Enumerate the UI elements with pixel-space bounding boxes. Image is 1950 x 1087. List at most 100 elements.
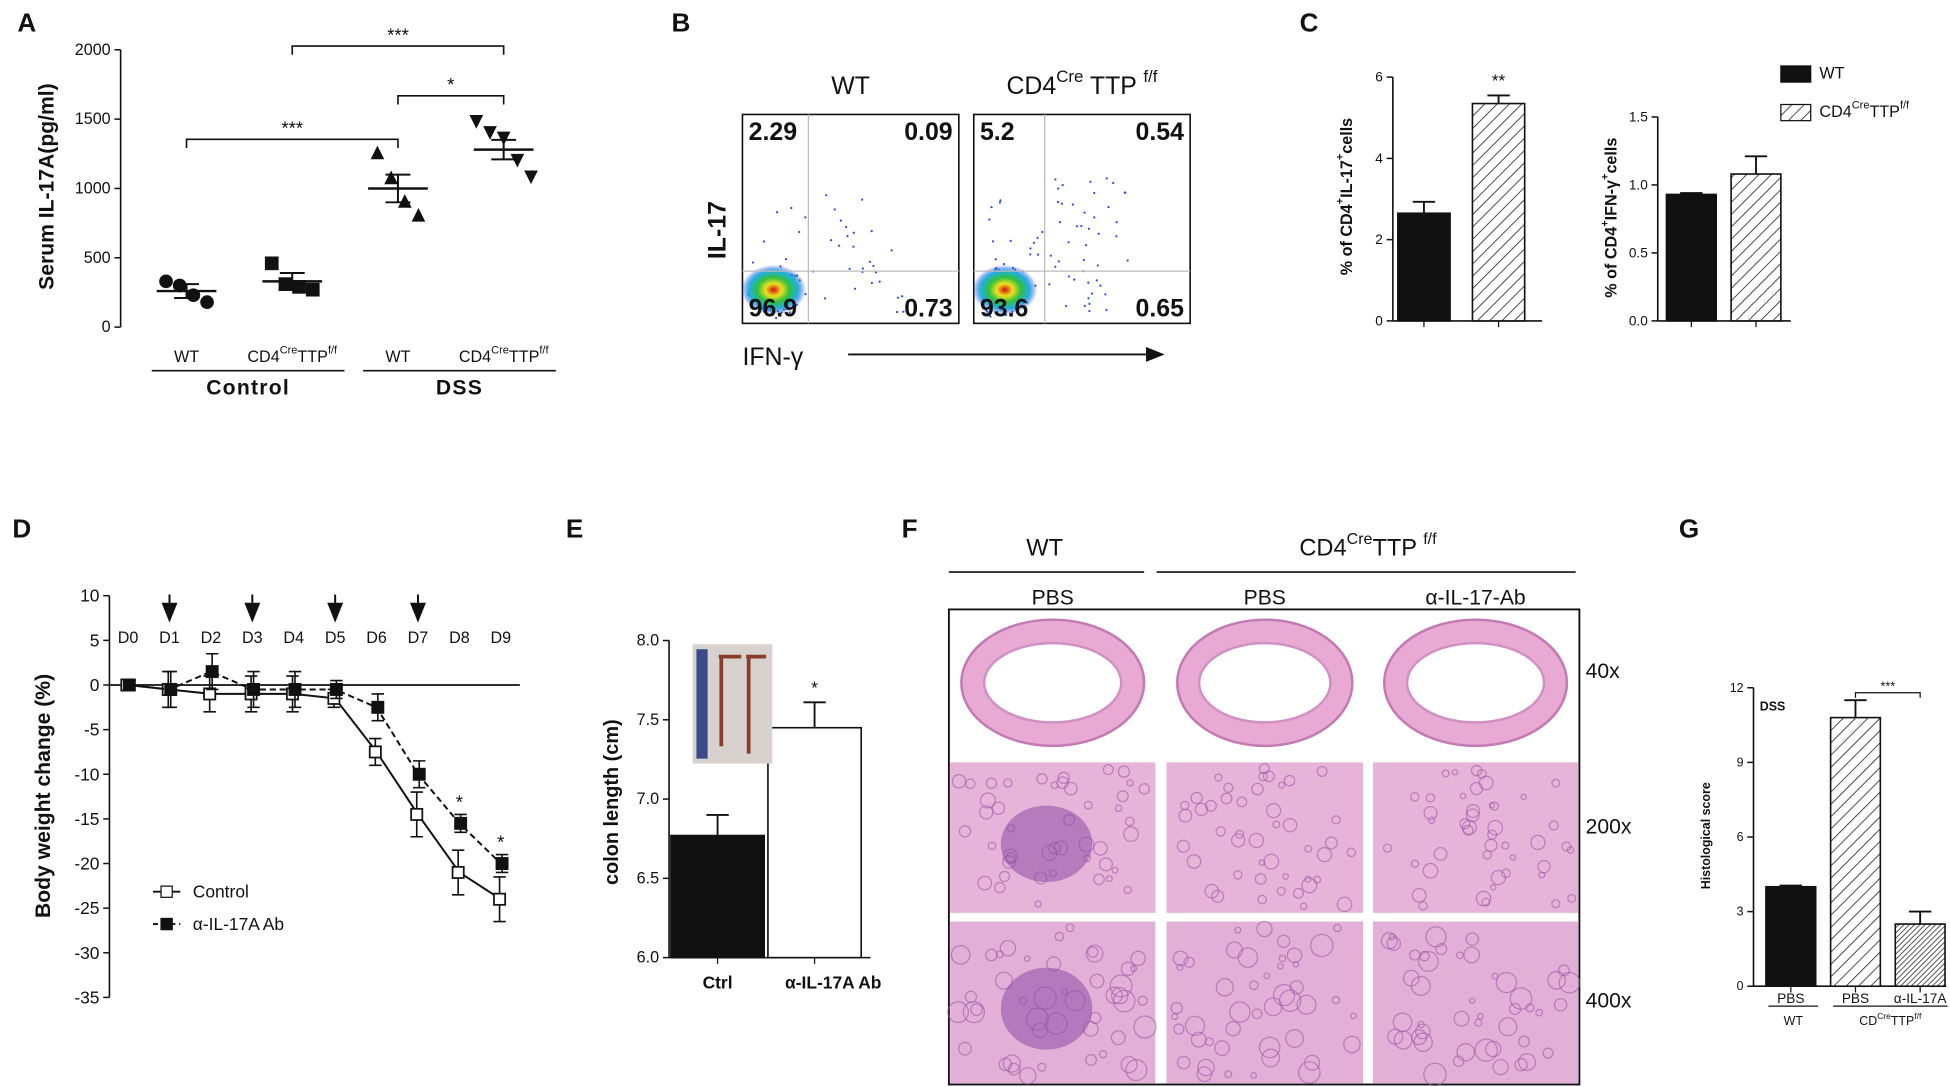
bar (1829, 716, 1882, 988)
point (122, 678, 136, 692)
legend-swatch (1780, 65, 1812, 83)
y-tick-label: 8.0 (637, 632, 659, 650)
text-part: + (1334, 198, 1346, 204)
cell (1105, 986, 1123, 1005)
point (172, 278, 187, 293)
cell (1124, 816, 1135, 827)
cell (1057, 771, 1070, 784)
bracket (397, 94, 505, 105)
text-part: TTP (509, 348, 540, 366)
y-tick-label: 3 (1737, 905, 1744, 919)
x-tick-label: WT (174, 348, 199, 366)
cell (1411, 887, 1427, 903)
cell (1126, 779, 1134, 787)
cell (1220, 792, 1233, 805)
event-dot (853, 287, 857, 290)
cell (1423, 1062, 1447, 1087)
bar (1730, 173, 1782, 322)
text-part: TTP (1372, 535, 1423, 561)
bracket (1854, 692, 1921, 698)
cell (987, 841, 997, 851)
y-tick-label: 0 (1375, 313, 1383, 328)
cell (1343, 1035, 1361, 1054)
cell (1236, 796, 1248, 808)
y-axis-label: Body weight change (%) (32, 674, 55, 918)
cell (1537, 859, 1551, 874)
cell (1263, 997, 1283, 1017)
event-dot (845, 225, 848, 229)
event-dot (762, 240, 766, 243)
y-tick-label: 0.0 (1629, 313, 1648, 328)
flow-y-label: IL-17 (704, 201, 732, 259)
significance: * (456, 791, 463, 812)
event-dot (1067, 241, 1070, 244)
point (493, 892, 507, 906)
text-part: f/f (1914, 1011, 1922, 1021)
cell (1459, 792, 1467, 800)
group-label: WT (1784, 1014, 1804, 1028)
cell (1566, 846, 1575, 854)
event-dot (837, 244, 841, 247)
cell (1324, 836, 1338, 850)
event-dot (1032, 241, 1036, 244)
event-dot (825, 194, 828, 197)
event-dot (1087, 281, 1090, 284)
point (203, 687, 217, 701)
bar (1765, 885, 1817, 988)
event-dot (991, 240, 995, 243)
cell (1065, 923, 1075, 933)
cell (1333, 923, 1342, 933)
cell (1105, 875, 1113, 883)
infiltrate (1000, 805, 1093, 883)
event-dot (1029, 247, 1032, 250)
cell (1110, 986, 1129, 1005)
cell (1085, 1053, 1098, 1066)
event-dot (896, 310, 899, 314)
y-tick-label: 5 (90, 630, 100, 650)
cell (1402, 969, 1420, 987)
bracket (291, 45, 505, 55)
text-part: Cre (491, 344, 509, 356)
event-dot (1093, 191, 1096, 195)
x-tick-label: D9 (490, 629, 511, 647)
quadrant-value: 0.73 (904, 294, 952, 322)
flow-title: WT (831, 72, 870, 100)
event-dot (999, 199, 1002, 202)
cell (1098, 1050, 1108, 1059)
x-tick-label: D4 (283, 629, 304, 647)
cell (1117, 765, 1131, 778)
cell (1410, 859, 1420, 868)
y-tick-label: 1.5 (1629, 109, 1648, 124)
cell (999, 939, 1017, 957)
event-dot (1058, 220, 1062, 224)
y-tick-label: 0 (1737, 979, 1744, 993)
event-dot (1054, 178, 1057, 181)
cell (1123, 826, 1139, 843)
cell (1170, 1002, 1183, 1015)
point (305, 282, 320, 297)
text-part: CD4 (247, 348, 279, 366)
cell (1251, 1008, 1263, 1020)
cell (1293, 887, 1304, 899)
cell (1299, 902, 1308, 911)
cell (1258, 1036, 1281, 1059)
legend-marker (160, 917, 173, 931)
event-dot (1105, 308, 1108, 312)
text-part: % of CD4 (1603, 227, 1621, 298)
text-part: f/f (539, 344, 549, 356)
cell (1272, 820, 1281, 829)
cell (1386, 936, 1402, 951)
cell (1223, 782, 1234, 793)
lumen (982, 641, 1123, 724)
cell (1003, 778, 1013, 788)
point (164, 682, 178, 696)
cell (1508, 1002, 1522, 1016)
point (451, 865, 465, 879)
cell (1530, 834, 1546, 851)
flow-x-label: IFN-γ (742, 343, 803, 371)
event-dot (1087, 227, 1090, 230)
y-tick-label: 0 (102, 318, 111, 336)
cell (1535, 1008, 1544, 1017)
text-part: CD4 (1819, 103, 1851, 121)
cell (1435, 942, 1448, 956)
